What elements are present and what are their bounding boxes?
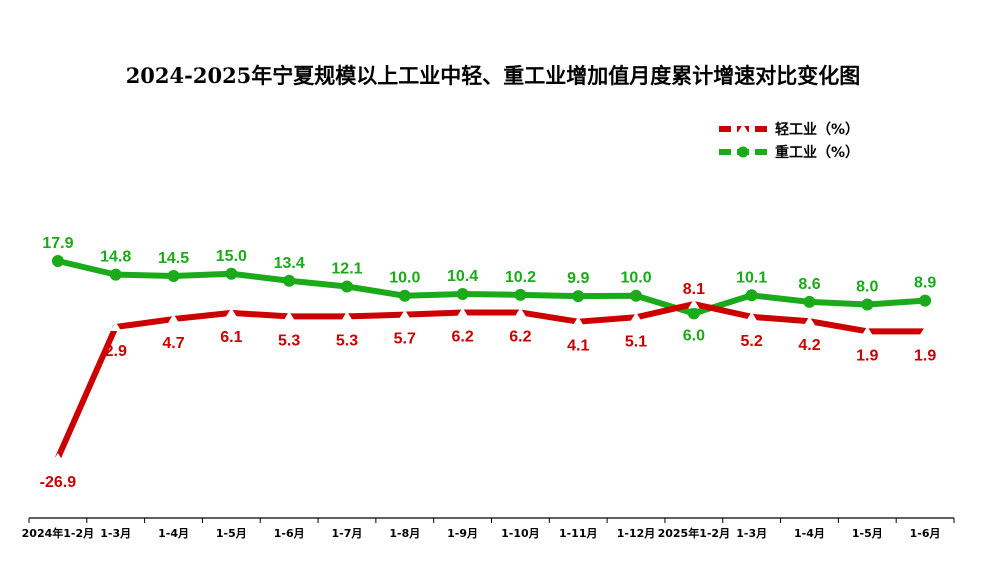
data-label: 10.1	[736, 269, 767, 286]
x-tick-label: 1-4月	[794, 527, 825, 540]
x-tick-label: 1-12月	[617, 527, 656, 540]
data-point	[109, 268, 122, 281]
data-point	[340, 280, 353, 293]
data-label: 5.2	[741, 333, 763, 350]
data-point	[168, 314, 180, 324]
legend-label-heavy: 重工业（%）	[775, 144, 859, 161]
x-tick-label: 1-3月	[736, 527, 767, 540]
data-point	[167, 269, 180, 282]
data-point	[687, 307, 700, 320]
data-label: 4.1	[567, 338, 589, 355]
x-axis: 2024年1-2月 1-3月 1-4月 1-5月 1-6月 1-7月 1-8月 1-9月 1-1…	[22, 517, 955, 540]
data-point	[572, 290, 585, 303]
data-point	[225, 267, 238, 280]
data-label: -26.9	[40, 474, 77, 491]
x-tick-label: 1-4月	[158, 527, 189, 540]
legend-item-heavy: 重工业（%）	[719, 144, 859, 161]
data-label: 4.2	[798, 337, 820, 354]
data-point	[861, 326, 873, 336]
series-light	[52, 299, 931, 462]
data-label: 8.1	[683, 281, 705, 298]
x-tick-label: 1-7月	[332, 527, 363, 540]
data-point	[514, 307, 526, 317]
data-label: 14.5	[158, 250, 189, 267]
legend-marker-heavy	[737, 146, 749, 158]
data-label: 1.9	[856, 347, 878, 364]
data-label: 6.2	[451, 328, 473, 345]
legend-marker-light	[737, 124, 749, 133]
data-point	[861, 298, 874, 311]
data-label: 6.2	[509, 328, 531, 345]
data-label: 9.9	[567, 270, 589, 287]
data-label: 5.7	[394, 331, 416, 348]
data-point	[283, 274, 296, 287]
data-label: 5.1	[625, 333, 647, 350]
series-line	[55, 301, 926, 460]
legend-label-light: 轻工业（%）	[775, 121, 859, 138]
data-labels-light: -26.9 2.9 4.7 6.1 5.3 5.3 5.7 6.2 6.2 4.1 5.1 8.1 5.…	[40, 281, 937, 491]
x-tick-label: 1-11月	[559, 527, 598, 540]
plot-area: -26.9 2.9 4.7 6.1 5.3 5.3 5.7 6.2 6.2 4.1 5.1 8.1 5.…	[40, 235, 937, 491]
legend: 轻工业（%） 重工业（%）	[719, 121, 859, 161]
x-tick-label: 1-5月	[216, 527, 247, 540]
data-point	[514, 288, 527, 301]
x-tick-label: 1-8月	[389, 527, 420, 540]
x-tick-label: 1-10月	[501, 527, 540, 540]
series-line	[57, 258, 926, 317]
data-point	[803, 316, 815, 326]
data-point	[456, 287, 469, 300]
data-label: 8.0	[856, 279, 878, 296]
data-point	[398, 289, 411, 302]
x-tick-label: 1-6月	[274, 527, 305, 540]
data-point	[52, 453, 64, 462]
data-point	[283, 311, 295, 321]
data-point	[399, 309, 411, 319]
data-point	[51, 255, 64, 267]
data-label: 12.1	[331, 261, 362, 278]
data-point	[341, 311, 353, 321]
x-tick-label: 1-6月	[910, 527, 941, 540]
chart-title: 2024-2025年宁夏规模以上工业中轻、重工业增加值月度累计增速对比变化图	[126, 63, 861, 88]
x-tick-label: 2024年1-2月	[22, 526, 95, 540]
data-label: 13.4	[274, 255, 305, 272]
data-label: 15.0	[216, 248, 247, 265]
data-label: 6.0	[683, 327, 705, 344]
data-point	[225, 307, 237, 317]
data-point	[919, 326, 931, 336]
data-point	[457, 307, 469, 317]
data-label: 10.4	[447, 268, 478, 285]
data-label: 10.2	[505, 269, 536, 286]
x-tick-label: 1-9月	[447, 527, 478, 540]
data-label: 5.3	[336, 332, 358, 349]
data-point	[688, 299, 700, 309]
legend-item-light: 轻工业（%）	[719, 121, 859, 138]
data-label: 8.6	[798, 276, 820, 293]
data-label: 8.9	[914, 275, 936, 292]
data-label: 10.0	[620, 270, 651, 287]
data-point	[745, 289, 758, 302]
data-point	[630, 312, 642, 322]
series-heavy	[51, 255, 932, 320]
data-label: 6.1	[220, 329, 242, 346]
data-point	[803, 295, 816, 308]
data-label: 14.8	[100, 249, 131, 266]
data-label: 5.3	[278, 332, 300, 349]
data-point	[630, 289, 643, 302]
x-tick-label: 1-3月	[100, 527, 131, 540]
x-tick-label: 2025年1-2月	[658, 526, 731, 540]
x-tick-label: 1-5月	[852, 527, 883, 540]
data-point	[919, 294, 932, 307]
data-label: 2.9	[105, 343, 127, 360]
data-point	[572, 316, 584, 326]
data-label: 1.9	[914, 347, 936, 364]
data-label: 4.7	[162, 335, 184, 352]
data-point	[110, 321, 122, 331]
data-point	[746, 311, 758, 321]
data-label: 17.9	[42, 235, 73, 252]
data-labels-heavy: 17.9 14.8 14.5 15.0 13.4 12.1 10.0 10.4 10.2 9.9 1…	[42, 235, 936, 344]
data-label: 10.0	[389, 270, 420, 287]
